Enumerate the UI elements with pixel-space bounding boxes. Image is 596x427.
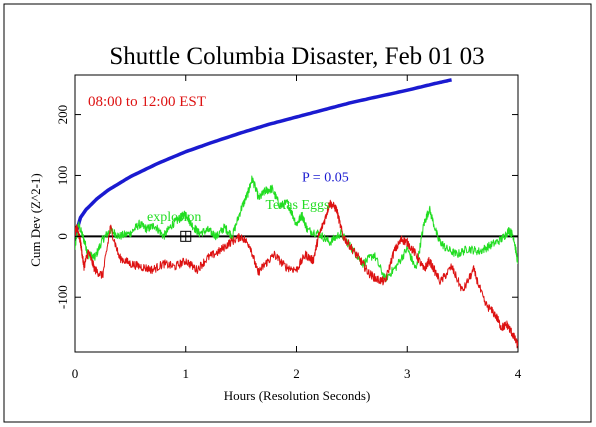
x-tick-label-0: 0 bbox=[72, 366, 79, 381]
series-line-1 bbox=[75, 175, 518, 283]
y-tick-label-0: -100 bbox=[55, 285, 70, 309]
plot-layer: P = 0.05 explosion Texas Eggs bbox=[75, 78, 518, 349]
y-axis-label: Cum Dev (Z^2-1) bbox=[28, 173, 43, 266]
series-line-0 bbox=[75, 78, 452, 237]
x-tick-label-3: 3 bbox=[404, 366, 411, 381]
y-tick-label-1: 0 bbox=[55, 233, 70, 240]
x-axis-label: Hours (Resolution Seconds) bbox=[224, 388, 371, 403]
annotation-0: P = 0.05 bbox=[302, 171, 349, 186]
axes-layer: 0 1 2 3 4 -100 0 100 200 bbox=[55, 75, 522, 381]
y-tick-label-3: 200 bbox=[55, 105, 70, 125]
y-tick-label-2: 100 bbox=[55, 166, 70, 186]
x-tick-label-2: 2 bbox=[293, 366, 300, 381]
annotation-1: explosion bbox=[147, 210, 201, 225]
series-line-2 bbox=[75, 199, 518, 349]
annotation-2: Texas Eggs bbox=[265, 198, 329, 213]
series-group bbox=[75, 78, 518, 349]
chart-title: Shuttle Columbia Disaster, Feb 01 03 bbox=[109, 43, 484, 70]
x-tick-label-1: 1 bbox=[183, 366, 190, 381]
event-marker bbox=[180, 230, 192, 242]
chart-subtitle: 08:00 to 12:00 EST bbox=[88, 94, 206, 110]
x-tick-label-4: 4 bbox=[515, 366, 522, 381]
